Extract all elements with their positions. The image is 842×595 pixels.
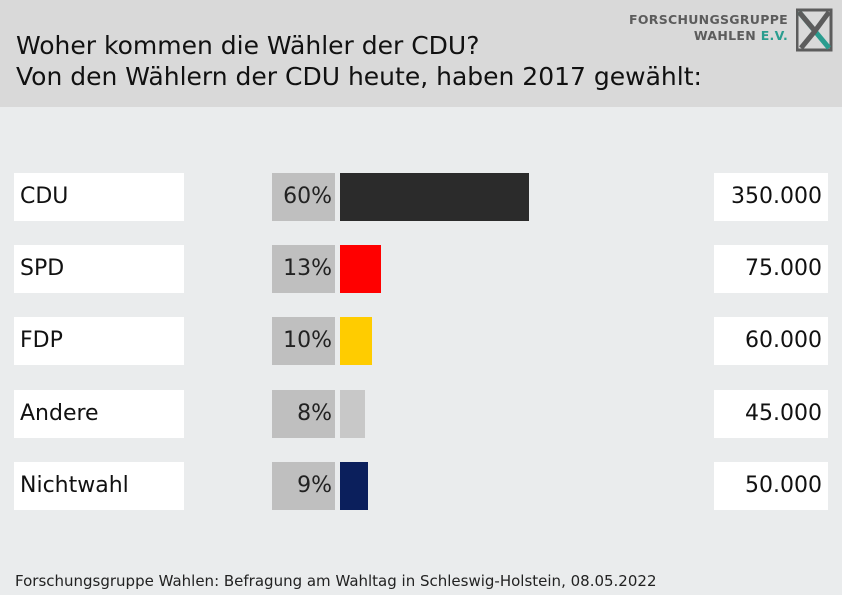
percent-box: 9%	[272, 461, 335, 510]
category-label: FDP	[20, 328, 63, 354]
percent-label: 9%	[297, 472, 332, 498]
bar	[340, 245, 381, 294]
percent-label: 60%	[283, 184, 332, 209]
count-box: 60.000	[714, 317, 828, 366]
bar	[340, 389, 366, 438]
logo: FORSCHUNGSGRUPPE WAHLEN E.V.	[629, 8, 836, 58]
title-line-1: Woher kommen die Wähler der CDU?	[16, 31, 480, 60]
count-box: 350.000	[714, 173, 828, 221]
percent-box: 10%	[272, 317, 335, 366]
category-label: Andere	[20, 400, 99, 426]
bar	[340, 461, 369, 510]
header-band: Woher kommen die Wähler der CDU? Von den…	[0, 0, 842, 107]
title-line-2: Von den Wählern der CDU heute, haben 201…	[16, 62, 702, 91]
logo-line-2-accent: E.V.	[760, 28, 788, 43]
bar	[340, 173, 529, 221]
category-box: SPD	[14, 245, 184, 294]
logo-line-2-main: WAHLEN	[693, 28, 757, 43]
count-label: 350.000	[731, 184, 822, 209]
chart-row: Nichtwahl 9% 50.000	[0, 461, 842, 510]
count-box: 45.000	[714, 389, 828, 438]
category-box: CDU	[14, 173, 184, 221]
bar	[340, 317, 372, 366]
chart-row: CDU 60% 350.000	[0, 173, 842, 221]
count-label: 75.000	[745, 256, 822, 282]
category-box: Andere	[14, 389, 184, 438]
category-label: CDU	[20, 184, 69, 209]
source-note: Forschungsgruppe Wahlen: Befragung am Wa…	[15, 572, 657, 590]
count-label: 45.000	[745, 400, 822, 426]
percent-label: 10%	[283, 328, 332, 354]
logo-x-icon	[796, 8, 833, 52]
logo-line-2: WAHLEN E.V.	[629, 28, 788, 44]
percent-label: 13%	[283, 256, 332, 282]
count-box: 50.000	[714, 461, 828, 510]
percent-box: 8%	[272, 389, 335, 438]
category-label: Nichtwahl	[20, 472, 129, 498]
logo-line-1: FORSCHUNGSGRUPPE	[629, 12, 788, 27]
percent-label: 8%	[297, 400, 332, 426]
chart-row: FDP 10% 60.000	[0, 317, 842, 366]
chart-row: SPD 13% 75.000	[0, 245, 842, 294]
logo-text: FORSCHUNGSGRUPPE WAHLEN E.V.	[629, 12, 788, 44]
count-label: 50.000	[745, 472, 822, 498]
percent-box: 60%	[272, 173, 335, 221]
chart-row: Andere 8% 45.000	[0, 389, 842, 438]
count-label: 60.000	[745, 328, 822, 354]
category-box: FDP	[14, 317, 184, 366]
category-box: Nichtwahl	[14, 461, 184, 510]
count-box: 75.000	[714, 245, 828, 294]
percent-box: 13%	[272, 245, 335, 294]
chart-title: Woher kommen die Wähler der CDU? Von den…	[16, 30, 702, 92]
category-label: SPD	[20, 256, 65, 282]
